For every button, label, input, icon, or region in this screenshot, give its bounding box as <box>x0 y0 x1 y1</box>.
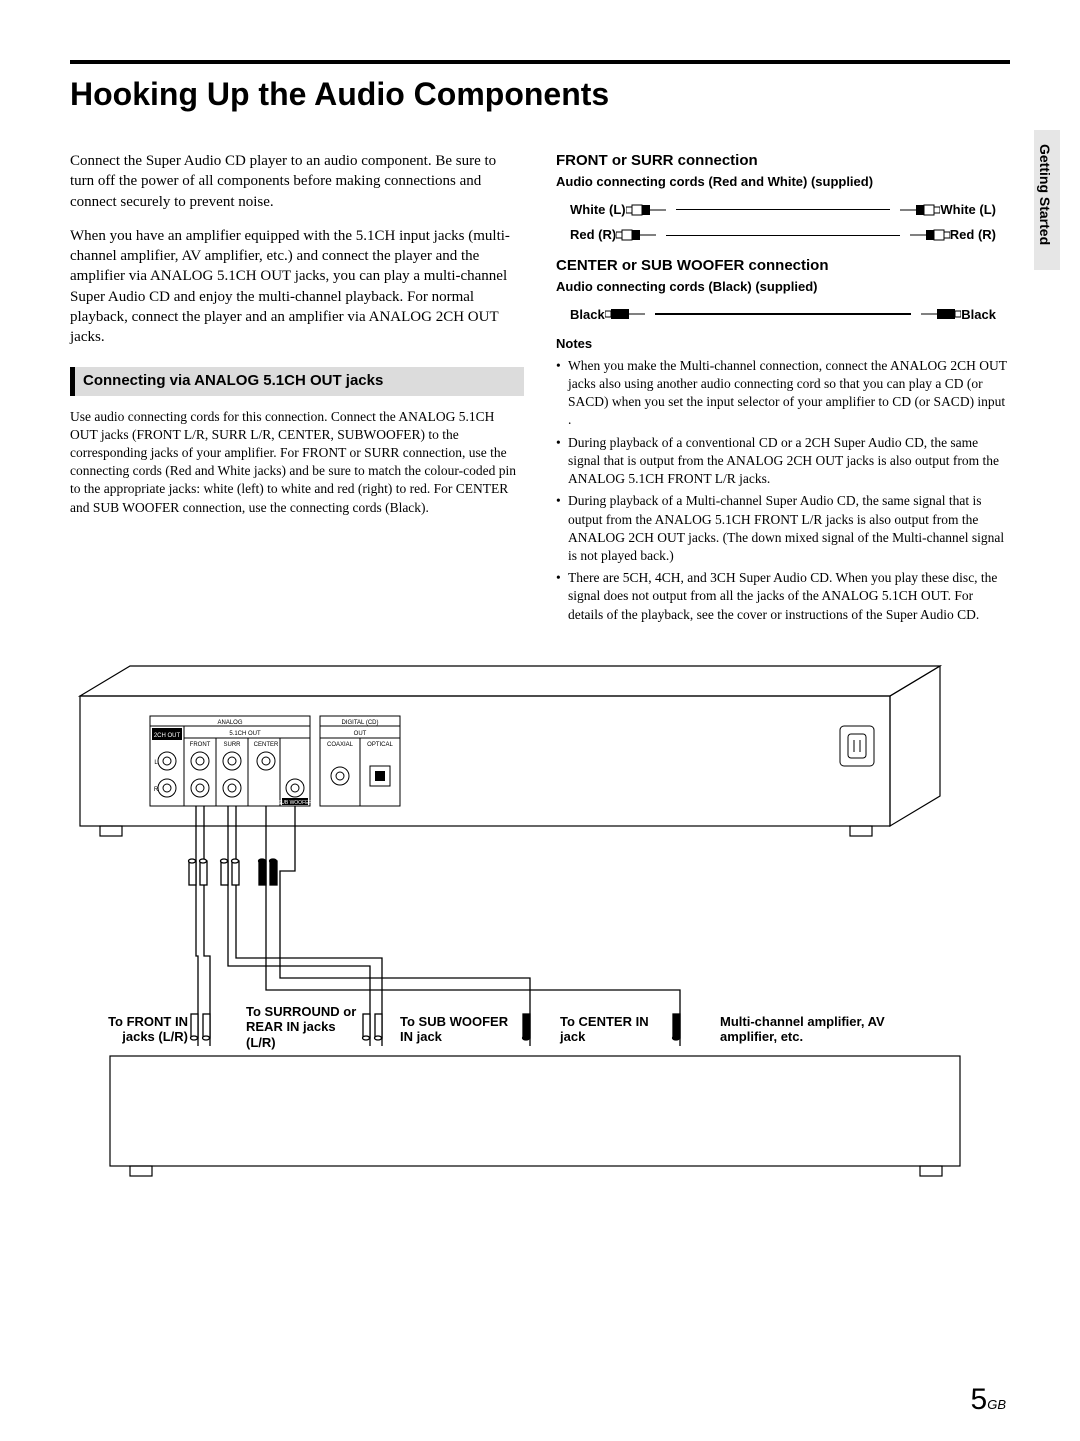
page-number: 5GB <box>971 1383 1006 1417</box>
rca-plug-icon <box>917 307 961 321</box>
label-surr-in: To SURROUND or REAR IN jacks (L/R) <box>246 1004 366 1051</box>
black-left-label: Black <box>570 306 605 324</box>
notes-heading: Notes <box>556 335 1010 353</box>
label-amp: Multi-channel amplifier, AV amplifier, e… <box>720 1014 920 1045</box>
red-right-label: Red (R) <box>950 226 996 244</box>
svg-text:SURR: SURR <box>223 742 241 748</box>
black-cord-row: Black Black <box>556 306 1010 324</box>
svg-text:SUB WOOFER: SUB WOOFER <box>278 800 313 806</box>
white-cord-row: White (L) White (L) <box>556 201 1010 219</box>
left-column: Connect the Super Audio CD player to an … <box>70 151 524 628</box>
rca-plug-icon <box>626 203 670 217</box>
note-item: There are 5CH, 4CH, and 3CH Super Audio … <box>556 569 1010 624</box>
black-right-label: Black <box>961 306 996 324</box>
svg-text:DIGITAL (CD): DIGITAL (CD) <box>342 720 379 726</box>
rca-plug-icon <box>616 228 660 242</box>
rca-plug-icon <box>896 203 940 217</box>
page-title: Hooking Up the Audio Components <box>70 76 1010 113</box>
svg-text:OPTICAL: OPTICAL <box>367 742 393 748</box>
svg-text:CENTER: CENTER <box>254 742 279 748</box>
rca-plug-icon <box>906 228 950 242</box>
cord-line <box>666 235 900 236</box>
label-sub-in: To SUB WOOFER IN jack <box>400 1014 520 1045</box>
page-num-suffix: GB <box>987 1397 1006 1412</box>
section-header: Connecting via ANALOG 5.1CH OUT jacks <box>70 367 524 395</box>
connection-diagram: ANALOG 2CH OUT 5.1CH OUT FRONT SURR CENT… <box>70 656 1010 1216</box>
svg-text:COAXIAL: COAXIAL <box>327 742 354 748</box>
note-item: During playback of a conventional CD or … <box>556 434 1010 489</box>
front-conn-title: FRONT or SURR connection <box>556 151 1010 171</box>
note-item: During playback of a Multi-channel Super… <box>556 492 1010 565</box>
connection-p: Use audio connecting cords for this conn… <box>70 408 524 517</box>
svg-text:FRONT: FRONT <box>190 742 211 748</box>
label-front-in: To FRONT IN jacks (L/R) <box>88 1014 188 1045</box>
white-left-label: White (L) <box>570 201 626 219</box>
page-num-digit: 5 <box>971 1383 988 1416</box>
cord-line <box>676 209 891 210</box>
rca-plug-icon <box>605 307 649 321</box>
top-rule <box>70 60 1010 64</box>
center-conn-title: CENTER or SUB WOOFER connection <box>556 256 1010 276</box>
intro-p2: When you have an amplifier equipped with… <box>70 226 524 348</box>
svg-text:ANALOG: ANALOG <box>217 720 242 726</box>
intro-p1: Connect the Super Audio CD player to an … <box>70 151 524 212</box>
red-cord-row: Red (R) Red (R) <box>556 226 1010 244</box>
svg-text:5.1CH OUT: 5.1CH OUT <box>229 731 261 737</box>
red-left-label: Red (R) <box>570 226 616 244</box>
front-conn-sub: Audio connecting cords (Red and White) (… <box>556 173 1010 191</box>
svg-text:2CH OUT: 2CH OUT <box>154 733 181 739</box>
note-item: When you make the Multi-channel connecti… <box>556 357 1010 430</box>
cord-line <box>655 313 912 315</box>
center-conn-sub: Audio connecting cords (Black) (supplied… <box>556 278 1010 296</box>
svg-text:R: R <box>154 787 159 793</box>
right-column: FRONT or SURR connection Audio connectin… <box>556 151 1010 628</box>
notes-list: When you make the Multi-channel connecti… <box>556 357 1010 624</box>
white-right-label: White (L) <box>940 201 996 219</box>
label-center-in: To CENTER IN jack <box>560 1014 670 1045</box>
svg-text:OUT: OUT <box>354 731 367 737</box>
